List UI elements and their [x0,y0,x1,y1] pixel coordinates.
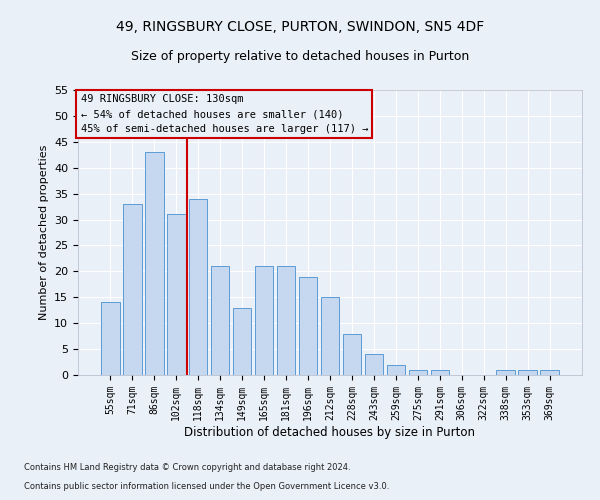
Bar [431,370,449,375]
Bar [255,266,274,375]
Text: Contains HM Land Registry data © Crown copyright and database right 2024.: Contains HM Land Registry data © Crown c… [24,464,350,472]
Bar [343,334,361,375]
Y-axis label: Number of detached properties: Number of detached properties [38,145,49,320]
Text: 49, RINGSBURY CLOSE, PURTON, SWINDON, SN5 4DF: 49, RINGSBURY CLOSE, PURTON, SWINDON, SN… [116,20,484,34]
Bar [189,199,208,375]
Bar [365,354,383,375]
Bar [518,370,537,375]
Text: Size of property relative to detached houses in Purton: Size of property relative to detached ho… [131,50,469,63]
Bar [211,266,229,375]
Bar [233,308,251,375]
Text: 49 RINGSBURY CLOSE: 130sqm
← 54% of detached houses are smaller (140)
45% of sem: 49 RINGSBURY CLOSE: 130sqm ← 54% of deta… [80,94,368,134]
Text: Contains public sector information licensed under the Open Government Licence v3: Contains public sector information licen… [24,482,389,491]
Bar [145,152,164,375]
Bar [123,204,142,375]
Bar [320,298,340,375]
Bar [299,276,317,375]
Bar [386,364,405,375]
Bar [541,370,559,375]
Bar [101,302,119,375]
Bar [277,266,295,375]
Bar [496,370,515,375]
Bar [167,214,185,375]
Bar [409,370,427,375]
X-axis label: Distribution of detached houses by size in Purton: Distribution of detached houses by size … [185,426,476,438]
